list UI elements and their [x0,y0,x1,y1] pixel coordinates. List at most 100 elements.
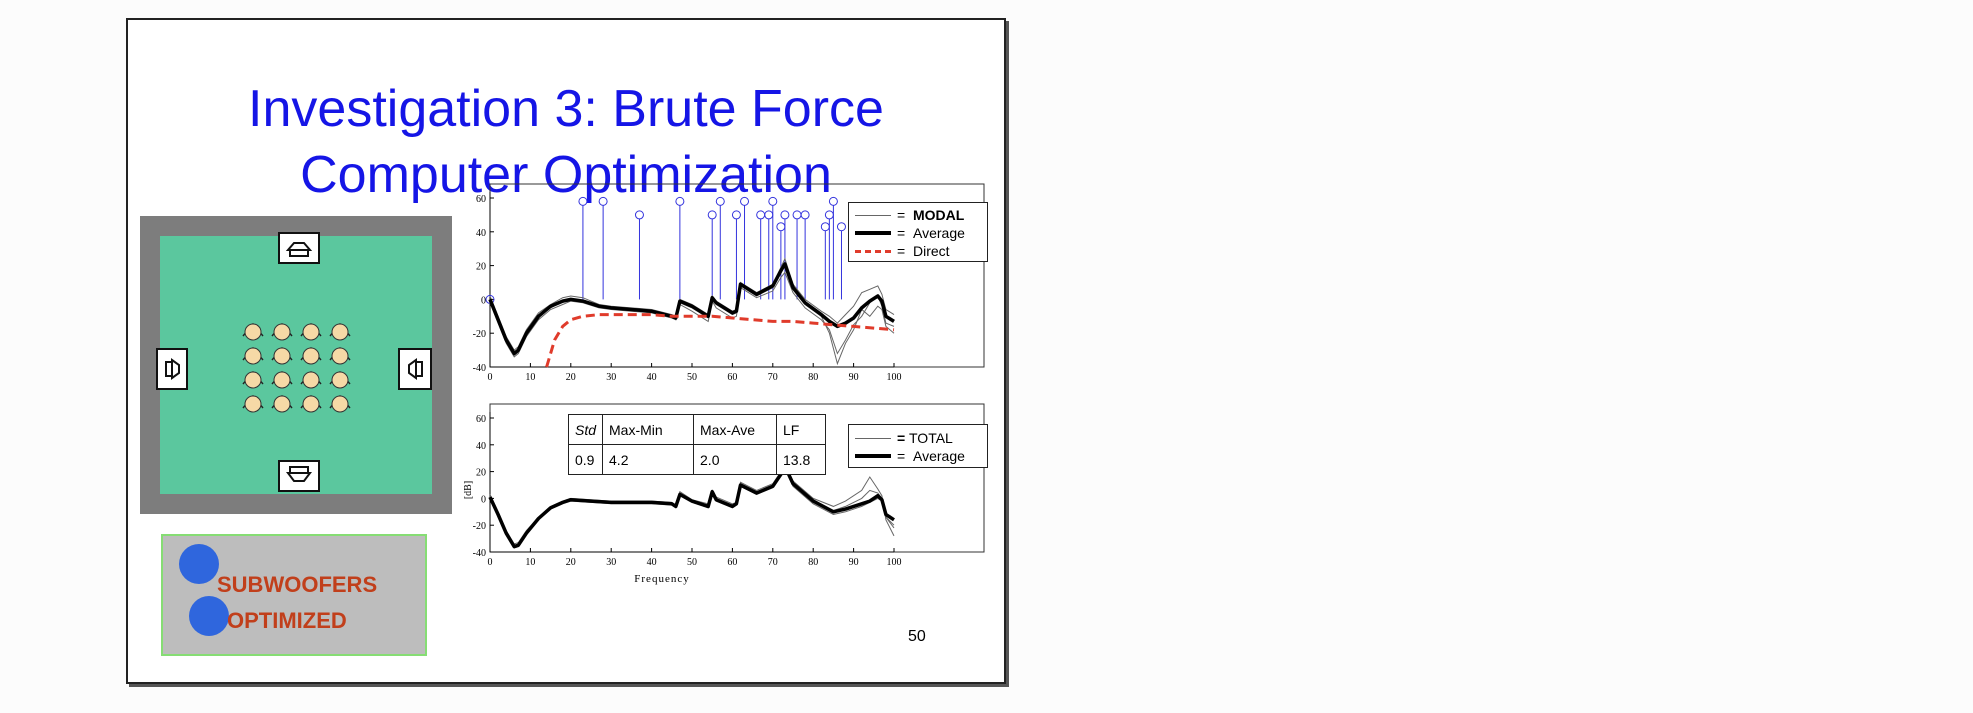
mode-marker [820,222,830,232]
x-tick-label: 10 [525,372,535,383]
mode-marker [828,196,838,206]
title-line-2: Computer Optimization [300,146,832,204]
mode-marker [792,210,802,220]
subwoofer-panel: SUBWOOFERS OPTIMIZED [161,534,427,656]
chart-panel-modal: 0 10 20 30 40 50 60 70 80 90 100 -40 -20 0 20 40 60 [473,183,985,383]
y-tick-label: 0 [481,494,486,505]
page-number: 50 [908,628,926,645]
speaker-right-icon [398,348,432,390]
legend-swatch-direct [855,250,891,253]
listener-head-icon [242,370,264,389]
legend-label-average: Average [913,225,965,241]
x-tick-label: 50 [687,557,697,568]
stats-header-std: Std [567,414,604,445]
speaker-left-icon [156,348,188,390]
x-tick-label: 0 [488,372,493,383]
legend-swatch-average-bottom [855,454,891,458]
mode-marker [598,196,608,206]
room-diagram [140,216,452,514]
listener-head-icon [242,322,264,341]
x-tick-label: 30 [606,372,616,383]
mode-marker [836,222,846,232]
y-axis-label: [dB] [463,481,474,499]
stats-table: Std Max-Min Max-Ave LF 0.9 4.2 2.0 13.8 [567,414,827,475]
x-tick-label: 80 [808,557,818,568]
x-tick-label: 70 [768,372,778,383]
legend-swatch-average [855,231,891,235]
listener-head-icon [329,370,351,389]
y-tick-label: 60 [476,194,486,205]
x-tick-label: 50 [687,372,697,383]
listener-head-icon [271,370,293,389]
legend-eq-total: = [897,430,906,446]
legend-eq-direct: = [897,243,906,259]
stats-value-maxmin: 4.2 [602,444,695,475]
mode-marker [740,196,750,206]
x-tick-label: 90 [849,372,859,383]
x-tick-label: 10 [525,557,535,568]
legend-eq-modal: = [897,207,906,223]
listener-head-icon [271,346,293,365]
series-modal [489,271,895,358]
stats-value-maxave: 2.0 [693,444,778,475]
series-average [488,262,895,356]
stats-value-std: 0.9 [567,444,604,475]
slide: Investigation 3: Brute Force Computer Op… [126,18,1006,684]
listener-head-icon [242,394,264,413]
x-tick-label: 60 [727,372,737,383]
listener-head-icon [329,394,351,413]
stats-header-maxave: Max-Ave [693,414,778,445]
y-tick-label: -20 [473,329,486,340]
mode-marker [780,210,790,220]
legend-label-modal: MODAL [913,207,965,223]
y-tick-label: 0 [481,295,486,306]
y-tick-label: 60 [476,414,486,425]
x-tick-label: 30 [606,557,616,568]
x-axis-label: Frequency [634,573,689,585]
mode-marker [675,196,685,206]
legend-eq-average-bottom: = [897,448,906,464]
slide-title: Investigation 3: Brute Force Computer Op… [128,76,1004,208]
legend-swatch-total [855,438,891,439]
series-direct [545,313,895,368]
mode-marker [634,210,644,220]
listener-head-icon [300,394,322,413]
x-tick-label: 20 [566,372,576,383]
listener-head-icon [329,346,351,365]
y-tick-label: 20 [476,262,486,273]
mode-marker [578,196,588,206]
chart-panel-total: 0 10 20 30 40 50 60 70 80 90 100 -40 -20 0 20 40 60 Frequ… [463,403,985,585]
x-tick-label: 90 [849,557,859,568]
stats-header-lf: LF [776,414,827,445]
blue-dot-lower [189,596,229,636]
x-tick-label: 40 [647,557,657,568]
legend-eq-average: = [897,225,906,241]
x-tick-label: 40 [647,372,657,383]
listener-head-icon [329,322,351,341]
x-tick-label: 80 [808,372,818,383]
x-tick-label: 20 [566,557,576,568]
mode-marker [776,222,786,232]
mode-marker [731,210,741,220]
stats-value-row: 0.9 4.2 2.0 13.8 [567,444,827,475]
y-tick-label: 20 [476,468,486,479]
legend-swatch-modal [855,215,891,216]
listener-head-icon [271,394,293,413]
speaker-top-icon [278,232,320,264]
subwoofer-label-line2: OPTIMIZED [227,608,347,633]
x-tick-label: 70 [768,557,778,568]
y-tick-label: -40 [473,548,486,559]
mode-marker [707,210,717,220]
stats-header-row: Std Max-Min Max-Ave LF [567,414,827,445]
listener-seats [242,322,351,413]
listener-head-icon [300,346,322,365]
mode-marker [756,210,766,220]
stats-value-lf: 13.8 [776,444,827,475]
y-tick-label: 40 [476,441,486,452]
series-total [489,462,895,545]
x-tick-label: 60 [727,557,737,568]
legend-label-average-bottom: Average [913,448,965,464]
y-tick-label: -40 [473,363,486,374]
legend-top: = MODAL = Average = Direct [848,202,988,262]
speaker-bottom-icon [278,460,320,492]
